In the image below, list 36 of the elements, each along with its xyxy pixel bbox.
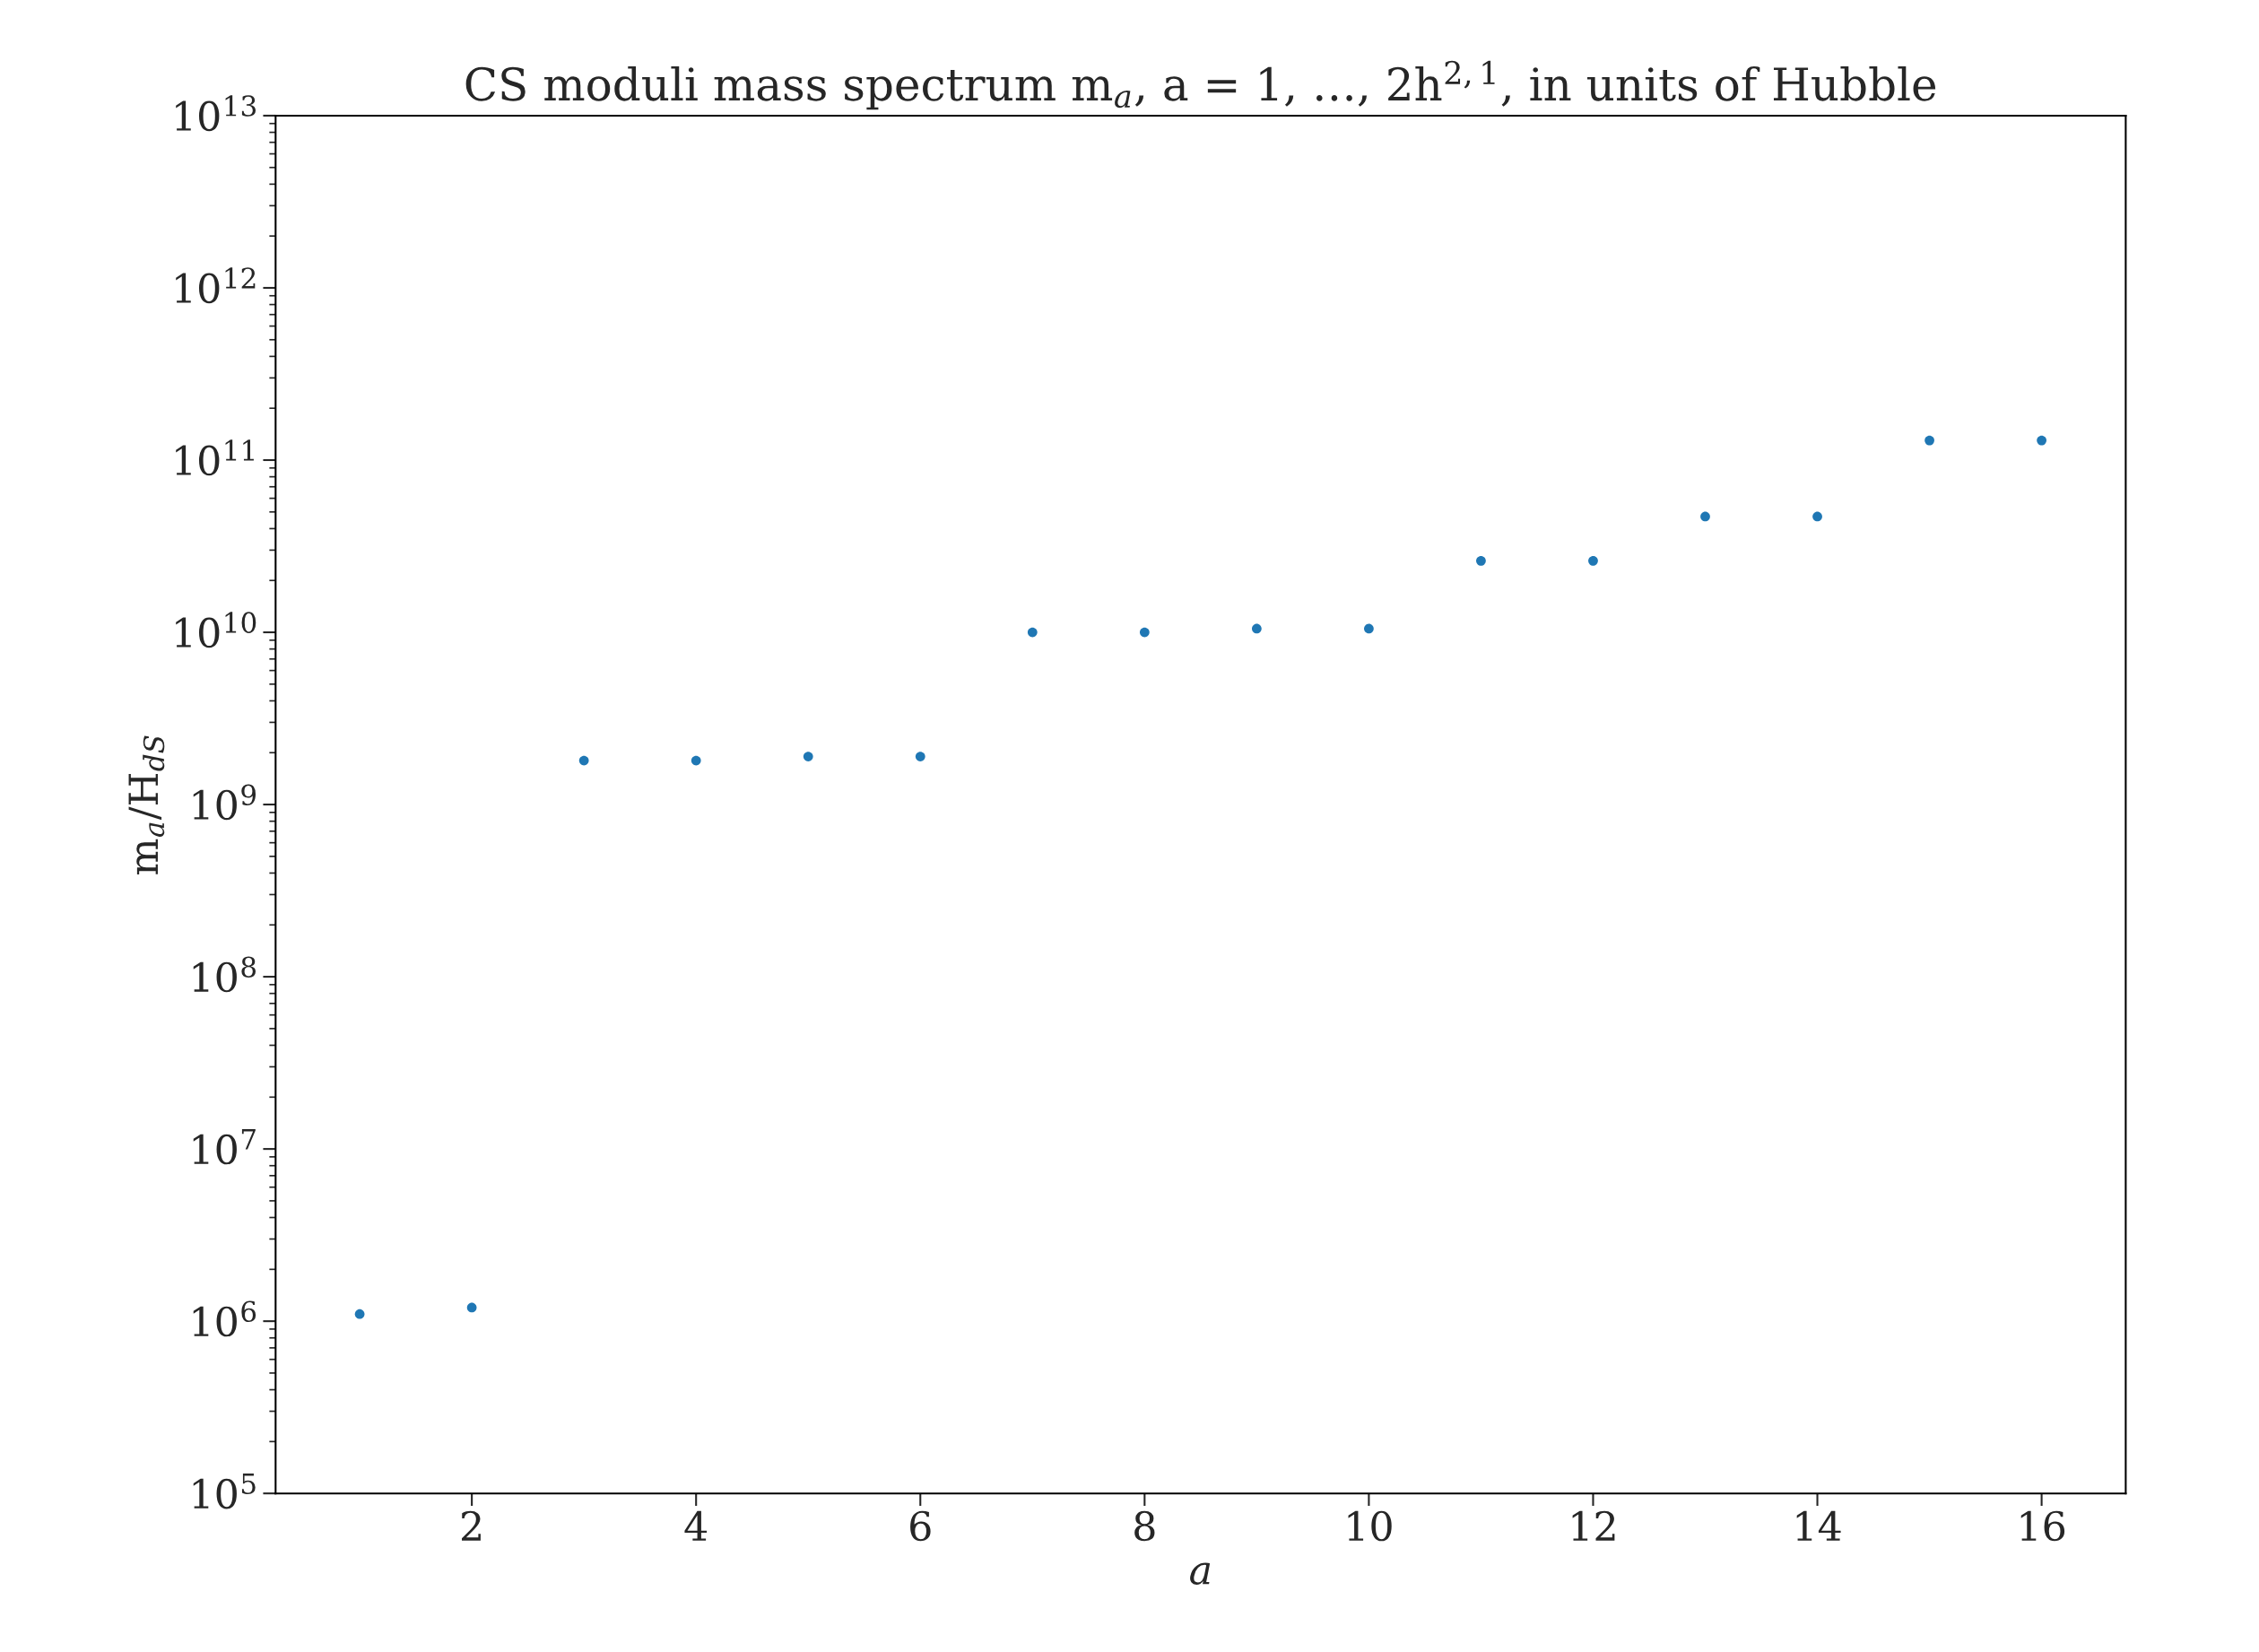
chart-title: CS moduli mass spectrum m$_{a}$, a = 1, …, 2h$^{2,1}$, in units of Hubble [465, 60, 1936, 110]
x-axis-title: a [1190, 1562, 1211, 1585]
y-tick-label: 10$^{7}$ [193, 1128, 256, 1165]
point [1700, 511, 1710, 522]
point [1364, 623, 1374, 634]
point [1139, 627, 1150, 638]
y-axis-title: m$_{a}$/H$_{dS}$ [128, 735, 165, 875]
x-tick-label: 10 [1348, 1510, 1392, 1542]
point [2037, 435, 2046, 446]
point [803, 752, 813, 761]
y-tick-label: 10$^{5}$ [193, 1473, 256, 1509]
y-tick-label: 10$^{10}$ [176, 612, 256, 648]
x-tick-label: 16 [2020, 1510, 2065, 1542]
point [691, 755, 701, 766]
y-tick-label: 10$^{9}$ [193, 784, 256, 821]
y-tick-label: 10$^{13}$ [176, 95, 256, 132]
point [1027, 627, 1038, 638]
x-tick-label: 8 [1134, 1510, 1155, 1542]
point [1588, 555, 1598, 566]
x-tick-label: 6 [910, 1510, 931, 1542]
point [1924, 435, 1934, 446]
y-tick-label: 10$^{8}$ [193, 956, 256, 993]
x-tick-label: 2 [462, 1510, 481, 1541]
y-tick-label: 10$^{6}$ [193, 1300, 256, 1337]
point [1251, 623, 1262, 634]
y-tick-label: 10$^{12}$ [176, 267, 256, 304]
point [1812, 511, 1822, 522]
point [578, 755, 589, 766]
point [466, 1302, 477, 1313]
x-tick-label: 12 [1572, 1510, 1615, 1541]
x-tick-label: 14 [1796, 1510, 1841, 1541]
y-tick-label: 10$^{11}$ [176, 439, 254, 476]
point [915, 752, 925, 761]
point [1476, 555, 1486, 566]
x-tick-label: 4 [684, 1510, 708, 1541]
point [354, 1309, 365, 1319]
